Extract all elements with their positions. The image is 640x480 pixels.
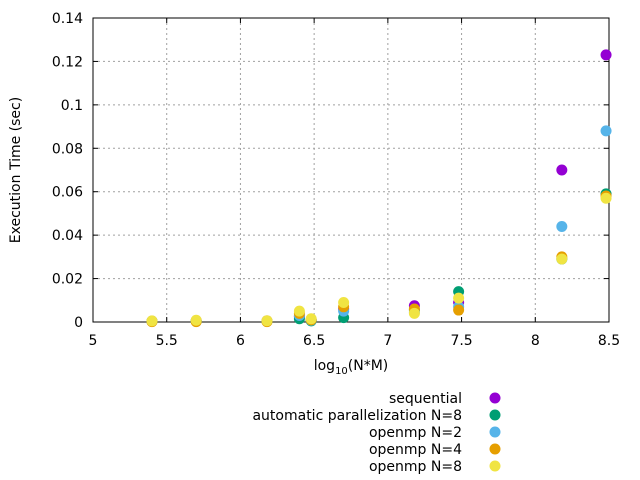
data-points — [146, 49, 612, 328]
y-tick-label: 0.1 — [61, 98, 83, 114]
y-tick-label: 0 — [74, 315, 83, 331]
data-point-series-0 — [600, 49, 612, 61]
data-point-series-4 — [261, 315, 273, 327]
legend-label: automatic parallelization N=8 — [252, 408, 462, 424]
x-tick-label: 6 — [236, 333, 245, 349]
data-point-series-4 — [293, 305, 305, 317]
grid-lines — [93, 18, 609, 322]
legend-label: sequential — [389, 391, 462, 407]
x-tick-label: 7.5 — [450, 333, 472, 349]
data-point-series-4 — [146, 315, 158, 327]
legend-marker — [489, 392, 501, 404]
y-tick-label: 0.02 — [52, 272, 83, 288]
x-tick-label: 6.5 — [303, 333, 325, 349]
y-tick-label: 0.14 — [52, 11, 83, 27]
plot-frame — [92, 17, 610, 323]
data-point-series-0 — [556, 164, 568, 176]
x-tick-label: 5 — [89, 333, 98, 349]
data-point-series-4 — [556, 253, 568, 265]
legend-marker — [489, 443, 501, 455]
legend-marker — [489, 409, 501, 421]
legend-label: openmp N=8 — [369, 459, 462, 475]
y-tick-label: 0.08 — [52, 141, 83, 157]
x-tick-label: 8 — [531, 333, 540, 349]
data-point-series-4 — [190, 314, 202, 326]
axis-ticks: 5 5.5 6 6.5 7 7.5 8 8.5 0 0.02 0.04 0.06 0.08 0.1 0.12… — [52, 11, 620, 349]
legend-marker — [489, 460, 501, 472]
y-tick-label: 0.12 — [52, 54, 83, 70]
x-tick-label: 8.5 — [598, 333, 620, 349]
y-axis-label: Execution Time (sec) — [8, 97, 24, 243]
data-point-series-3 — [453, 304, 465, 316]
x-axis-label: log10(N*M) — [314, 358, 389, 377]
data-point-series-2 — [556, 220, 568, 232]
x-tick-label: 5.5 — [156, 333, 178, 349]
legend-marker — [489, 426, 501, 438]
x-tick-label: 7 — [383, 333, 392, 349]
data-point-series-4 — [600, 192, 612, 204]
data-point-series-4 — [453, 292, 465, 304]
legend-label: openmp N=2 — [369, 425, 462, 441]
legend-label: openmp N=4 — [369, 442, 462, 458]
y-tick-label: 0.04 — [52, 228, 83, 244]
y-tick-label: 0.06 — [52, 185, 83, 201]
data-point-series-4 — [338, 296, 350, 308]
data-point-series-4 — [305, 313, 317, 325]
data-point-series-4 — [408, 307, 420, 319]
data-point-series-2 — [600, 125, 612, 137]
